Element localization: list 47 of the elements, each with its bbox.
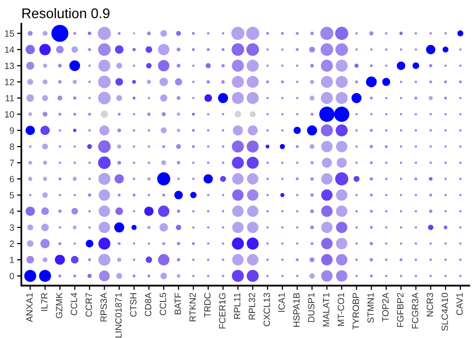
y-tick-label: 10	[5, 111, 14, 118]
x-tick-label: TOP2A	[382, 292, 389, 322]
x-tick-label: NCR3	[426, 292, 434, 316]
x-tick-label: MT-CO1	[338, 292, 344, 326]
x-tick-label: CXCL13	[264, 292, 270, 326]
x-tick-label: IL7R	[41, 292, 48, 311]
x-tick-label: RPL32	[248, 293, 256, 320]
x-tick-label: CAV1	[456, 292, 463, 316]
y-tick-label: 15	[5, 30, 14, 37]
chart-title: Resolution 0.9	[22, 8, 110, 18]
x-tick-label: ICA1	[278, 292, 285, 312]
y-tick-label: 6	[10, 176, 14, 182]
x-tick-label: ANXA1	[26, 292, 33, 322]
y-tick-label: 0	[10, 272, 14, 280]
x-tick-label: TYROBP	[352, 293, 359, 330]
x-tick-label: RPL11	[234, 292, 240, 319]
y-tick-label: 4	[10, 208, 14, 214]
y-tick-label: 12	[5, 78, 14, 86]
x-tick-label: CCL4	[70, 292, 78, 316]
x-tick-label: HSPA1B	[293, 293, 300, 327]
x-tick-label: SLC4A10	[442, 292, 448, 331]
y-tick-label: 1	[10, 256, 14, 264]
x-tick-label: DUSP1	[308, 292, 314, 322]
y-tick-label: 8	[10, 144, 14, 150]
x-tick-label: RTKN2	[189, 293, 196, 322]
x-tick-label: GZMK	[56, 292, 62, 318]
y-tick-label: 7	[10, 160, 14, 166]
y-tick-label: 3	[10, 224, 14, 231]
x-tick-label: CD8A	[144, 292, 152, 316]
y-tick-label: 13	[5, 62, 14, 70]
x-tick-label: TRDC	[204, 292, 211, 318]
x-tick-label: CTSH	[130, 293, 136, 317]
x-tick-label: BATF	[174, 292, 181, 314]
y-tick-label: 11	[6, 95, 14, 102]
x-tick-label: CCR7	[86, 293, 92, 317]
x-tick-label: FCGR3A	[412, 292, 418, 328]
y-tick-label: 9	[10, 127, 14, 134]
x-tick-label: LINC01871	[115, 292, 122, 338]
y-tick-label: 2	[10, 240, 14, 247]
x-tick-label: FGFBP2	[397, 293, 404, 327]
y-tick-label: 14	[5, 46, 14, 53]
y-tick-label: 5	[10, 192, 14, 198]
x-tick-label: MALAT1	[322, 292, 330, 326]
x-tick-label: RPS3A	[100, 292, 107, 322]
x-tick-label: STMN1	[367, 292, 374, 323]
x-tick-label: FCER1G	[219, 293, 226, 328]
x-tick-label: CCL5	[160, 292, 166, 316]
